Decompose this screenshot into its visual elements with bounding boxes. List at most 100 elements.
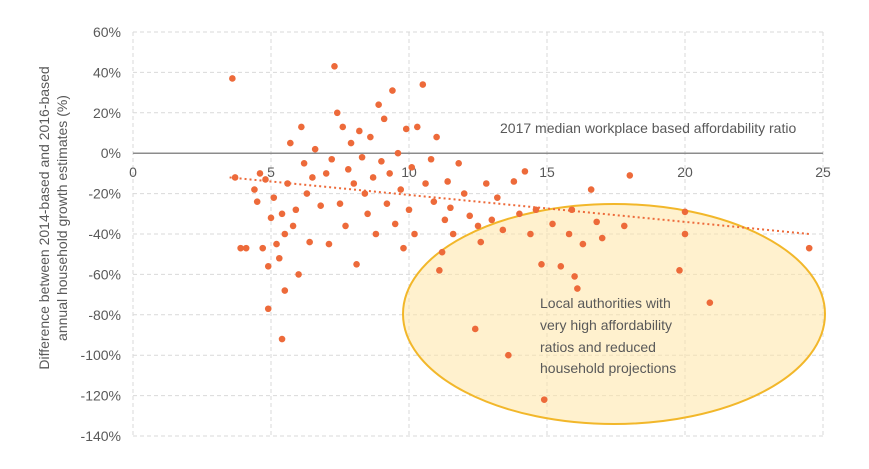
data-point: [306, 238, 313, 246]
data-point: [626, 172, 634, 179]
y-tick-label: -40%: [88, 226, 121, 242]
data-point: [565, 230, 573, 238]
data-point: [532, 206, 540, 214]
data-point: [436, 267, 443, 274]
x-tick-label: 25: [815, 164, 831, 180]
x-tick-label: 20: [677, 164, 693, 180]
data-point: [620, 222, 628, 230]
annotation-line-3: ratios and reduced: [540, 339, 656, 355]
data-point: [471, 325, 479, 333]
trendline: [229, 176, 810, 235]
data-point: [386, 170, 393, 177]
data-point: [681, 230, 689, 238]
data-point: [521, 168, 529, 175]
data-point: [389, 87, 396, 94]
data-point: [303, 190, 311, 197]
data-point: [805, 244, 813, 252]
data-point: [571, 273, 578, 280]
y-axis-title-line-2: annual household growth estimates (%): [54, 95, 70, 341]
data-point: [253, 198, 261, 205]
data-point: [557, 263, 565, 270]
data-point: [499, 226, 507, 234]
data-point: [405, 206, 413, 214]
data-point: [242, 244, 250, 252]
data-point: [540, 396, 548, 403]
data-point: [267, 214, 275, 222]
data-point: [342, 222, 349, 230]
data-point: [262, 176, 269, 183]
data-point: [413, 123, 421, 131]
data-point: [516, 210, 523, 218]
data-point: [259, 244, 267, 252]
data-point: [270, 194, 278, 201]
data-point: [292, 206, 300, 214]
y-tick-label: 60%: [93, 24, 121, 40]
data-point: [347, 139, 355, 147]
data-point: [375, 101, 382, 109]
data-point: [356, 127, 363, 135]
data-point: [482, 180, 490, 187]
data-point: [369, 174, 377, 181]
data-point: [256, 170, 264, 177]
data-point: [278, 335, 286, 343]
data-point: [455, 160, 462, 167]
x-tick-label: 0: [129, 164, 137, 180]
data-point: [593, 218, 600, 226]
data-point: [568, 206, 576, 214]
data-point: [466, 212, 474, 220]
annotation-ellipse-layer: [402, 203, 826, 425]
data-point: [438, 248, 446, 256]
data-point: [402, 125, 410, 133]
data-point: [353, 261, 360, 268]
data-point: [598, 234, 606, 242]
data-point: [394, 149, 402, 157]
data-point: [400, 244, 407, 252]
data-point: [333, 109, 341, 117]
data-point: [367, 133, 374, 141]
x-axis-title: 2017 median workplace based affordabilit…: [500, 120, 796, 136]
data-point: [251, 186, 258, 193]
data-point: [419, 81, 427, 88]
data-point: [574, 285, 581, 292]
data-point: [527, 230, 534, 238]
data-point: [579, 240, 587, 248]
data-point: [488, 216, 496, 224]
data-point: [278, 210, 286, 218]
data-point: [427, 155, 435, 163]
data-point: [422, 180, 429, 187]
data-point: [298, 123, 305, 131]
data-point: [380, 115, 388, 123]
data-point: [441, 216, 449, 224]
data-point: [364, 210, 371, 218]
y-tick-label: -20%: [88, 186, 121, 202]
annotation-line-4: household projections: [540, 360, 676, 376]
y-tick-label: -140%: [81, 428, 121, 444]
data-point: [336, 200, 344, 207]
y-tick-label: -120%: [81, 388, 121, 404]
data-point: [264, 305, 272, 313]
data-point: [494, 194, 501, 201]
data-point: [237, 244, 244, 252]
data-point: [331, 63, 338, 70]
data-point: [378, 157, 385, 165]
data-point: [229, 75, 236, 82]
data-point: [287, 139, 294, 147]
data-point: [447, 204, 454, 212]
data-point: [587, 186, 595, 193]
data-point: [311, 145, 319, 153]
data-point: [275, 254, 283, 262]
data-point: [411, 230, 418, 238]
data-point: [344, 166, 352, 173]
data-point: [474, 222, 482, 230]
data-point: [361, 190, 369, 197]
y-tick-label: -60%: [88, 266, 121, 282]
data-point: [358, 153, 366, 161]
data-point: [289, 222, 297, 230]
data-point: [372, 230, 380, 238]
data-point: [322, 170, 330, 177]
trendline-layer: [229, 176, 810, 235]
data-point: [317, 202, 324, 210]
data-point: [549, 220, 556, 228]
